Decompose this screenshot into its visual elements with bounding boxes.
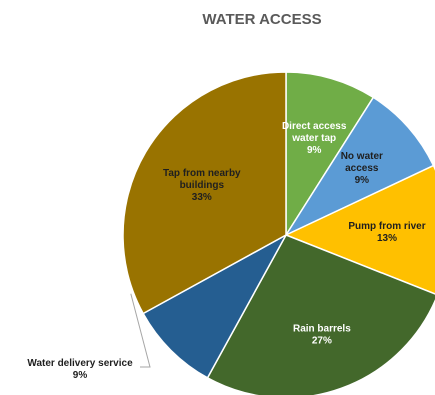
pie-slice-pump-from-river (284, 164, 435, 295)
chart-title: WATER ACCESS (202, 11, 321, 28)
data-label-rain-barrels: Rain barrels 27% (293, 324, 351, 347)
data-label-no-water-access: No water access 9% (341, 151, 383, 186)
data-label-water-delivery-service: Water delivery service 9% (27, 358, 133, 381)
pie-labels: Direct access water tap 9%No water access 9%… (27, 121, 425, 381)
pie-slice-water-delivery-service (142, 233, 288, 379)
data-label-direct-access-water-tap: Direct access water tap 9% (282, 121, 347, 156)
pie-slice-tap-from-nearby-buildings (122, 71, 287, 315)
data-label-pump-from-river: Pump from river 13% (348, 221, 425, 244)
pie-slice-direct-access-water-tap (285, 71, 375, 238)
pie-slice-no-water-access (283, 96, 435, 237)
pie-slices (122, 71, 435, 395)
leader-line-water-delivery-service (130, 293, 151, 368)
data-label-tap-from-nearby-buildings: Tap from nearby buildings 33% (163, 168, 241, 203)
